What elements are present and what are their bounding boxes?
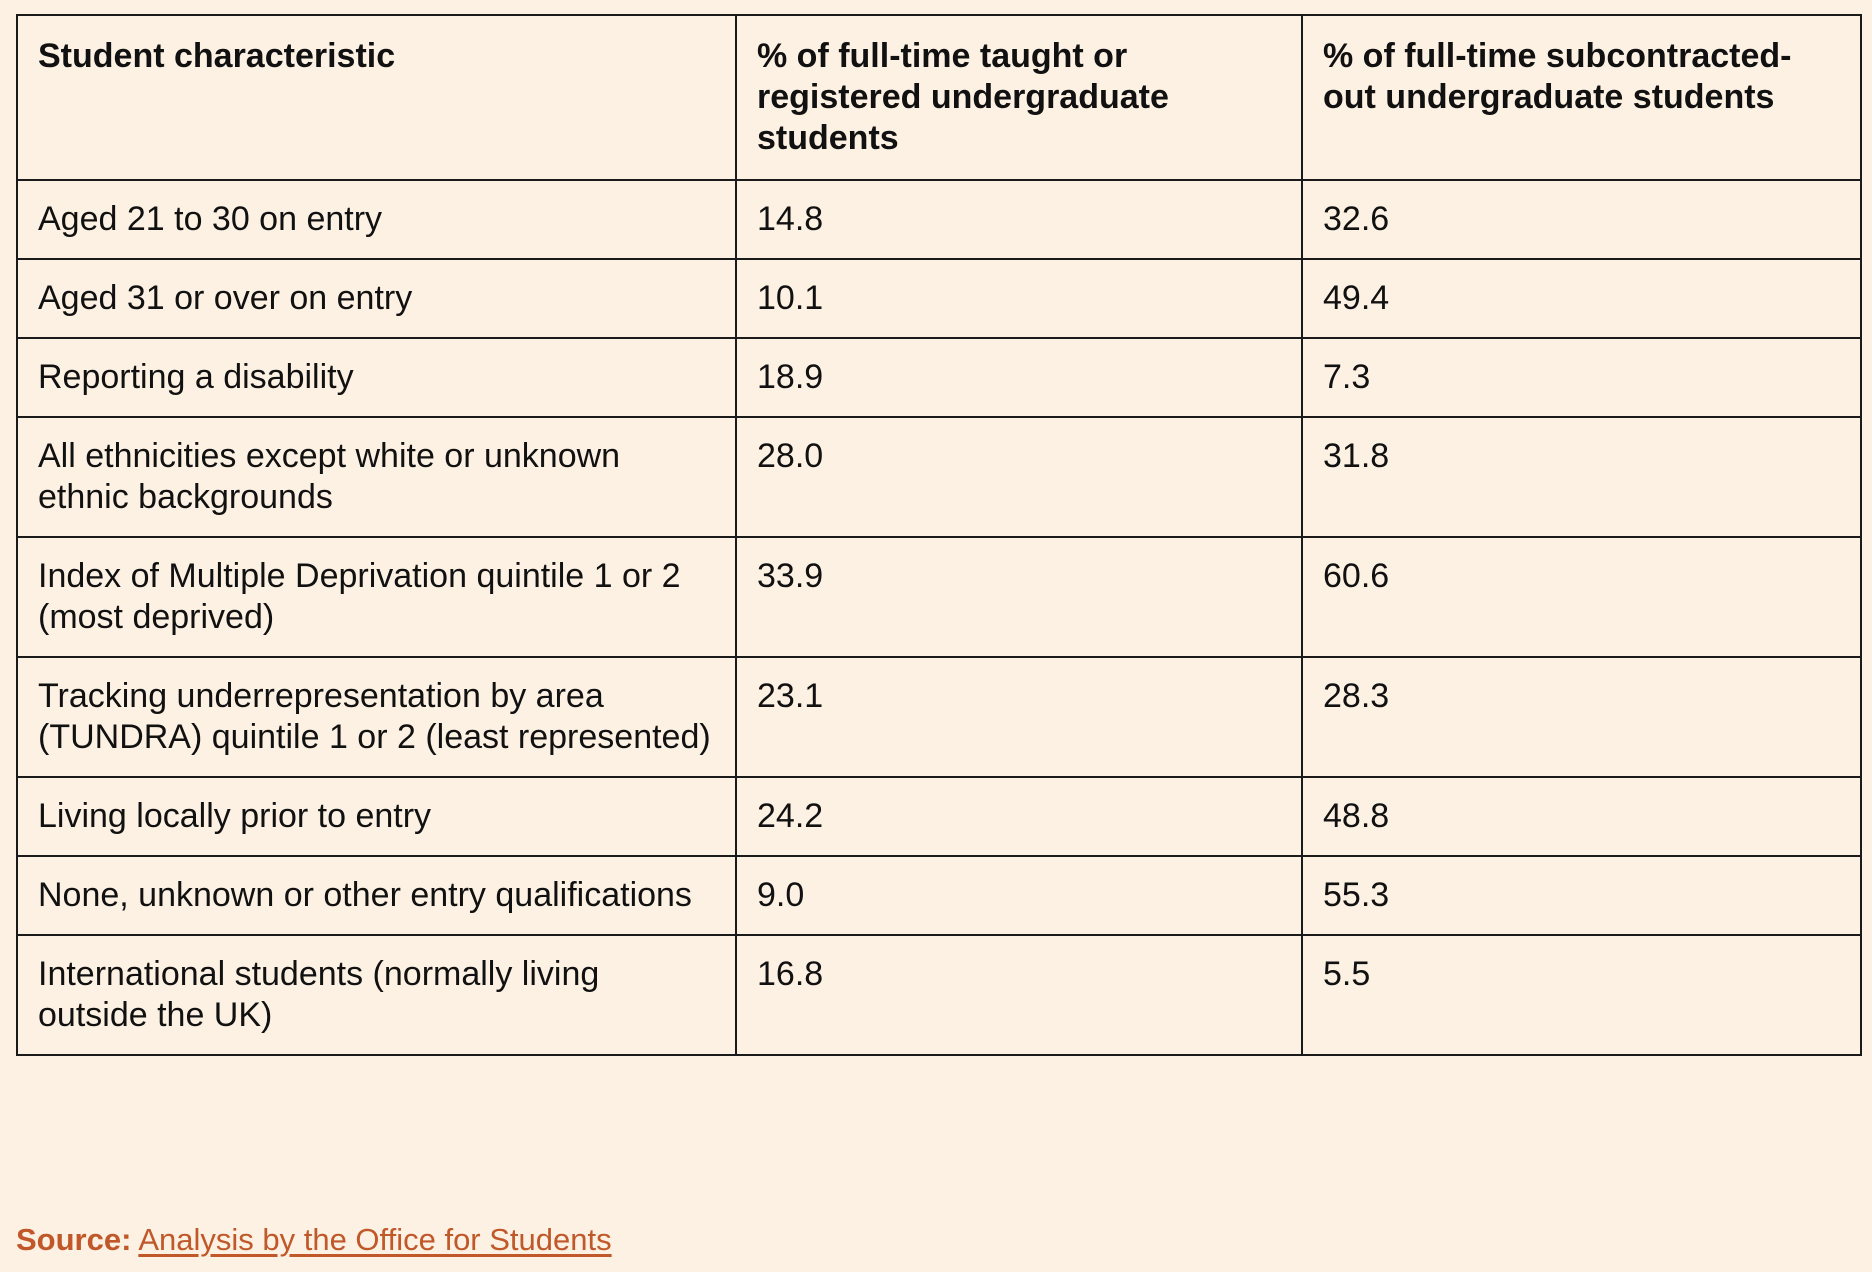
source-link[interactable]: Analysis by the Office for Students bbox=[138, 1222, 612, 1257]
header-subcontracted-out-percent: % of full-time subcontracted-out undergr… bbox=[1301, 14, 1862, 181]
header-student-characteristic: Student characteristic bbox=[16, 14, 737, 181]
table-row: Aged 21 to 30 on entry 14.8 32.6 bbox=[16, 179, 1862, 260]
cell-characteristic: Reporting a disability bbox=[16, 337, 737, 418]
cell-subcontracted-percent: 60.6 bbox=[1301, 536, 1862, 658]
table-row: International students (normally living … bbox=[16, 934, 1862, 1056]
table-row: Index of Multiple Deprivation quintile 1… bbox=[16, 536, 1862, 658]
cell-characteristic: Aged 21 to 30 on entry bbox=[16, 179, 737, 260]
source-note: Source: Analysis by the Office for Stude… bbox=[16, 1220, 612, 1260]
cell-taught-percent: 9.0 bbox=[735, 855, 1303, 936]
table-row: None, unknown or other entry qualificati… bbox=[16, 855, 1862, 936]
cell-subcontracted-percent: 7.3 bbox=[1301, 337, 1862, 418]
cell-taught-percent: 14.8 bbox=[735, 179, 1303, 260]
cell-characteristic: None, unknown or other entry qualificati… bbox=[16, 855, 737, 936]
cell-subcontracted-percent: 31.8 bbox=[1301, 416, 1862, 538]
table-row: Tracking underrepresentation by area (TU… bbox=[16, 656, 1862, 778]
cell-subcontracted-percent: 28.3 bbox=[1301, 656, 1862, 778]
table-row: All ethnicities except white or unknown … bbox=[16, 416, 1862, 538]
cell-subcontracted-percent: 55.3 bbox=[1301, 855, 1862, 936]
cell-subcontracted-percent: 48.8 bbox=[1301, 776, 1862, 857]
header-taught-registered-percent: % of full-time taught or registered unde… bbox=[735, 14, 1303, 181]
cell-subcontracted-percent: 5.5 bbox=[1301, 934, 1862, 1056]
table-row: Living locally prior to entry 24.2 48.8 bbox=[16, 776, 1862, 857]
cell-characteristic: International students (normally living … bbox=[16, 934, 737, 1056]
cell-characteristic: All ethnicities except white or unknown … bbox=[16, 416, 737, 538]
table-row: Aged 31 or over on entry 10.1 49.4 bbox=[16, 258, 1862, 339]
table-header-row: Student characteristic % of full-time ta… bbox=[16, 14, 1862, 181]
cell-taught-percent: 23.1 bbox=[735, 656, 1303, 778]
cell-characteristic: Index of Multiple Deprivation quintile 1… bbox=[16, 536, 737, 658]
table-row: Reporting a disability 18.9 7.3 bbox=[16, 337, 1862, 418]
cell-subcontracted-percent: 49.4 bbox=[1301, 258, 1862, 339]
cell-subcontracted-percent: 32.6 bbox=[1301, 179, 1862, 260]
cell-taught-percent: 24.2 bbox=[735, 776, 1303, 857]
characteristics-table: Student characteristic % of full-time ta… bbox=[16, 14, 1862, 1056]
cell-taught-percent: 28.0 bbox=[735, 416, 1303, 538]
source-label: Source: bbox=[16, 1222, 132, 1257]
cell-taught-percent: 10.1 bbox=[735, 258, 1303, 339]
characteristics-table-container: Student characteristic % of full-time ta… bbox=[16, 14, 1862, 1056]
cell-characteristic: Living locally prior to entry bbox=[16, 776, 737, 857]
cell-taught-percent: 33.9 bbox=[735, 536, 1303, 658]
cell-taught-percent: 18.9 bbox=[735, 337, 1303, 418]
cell-characteristic: Aged 31 or over on entry bbox=[16, 258, 737, 339]
cell-characteristic: Tracking underrepresentation by area (TU… bbox=[16, 656, 737, 778]
cell-taught-percent: 16.8 bbox=[735, 934, 1303, 1056]
